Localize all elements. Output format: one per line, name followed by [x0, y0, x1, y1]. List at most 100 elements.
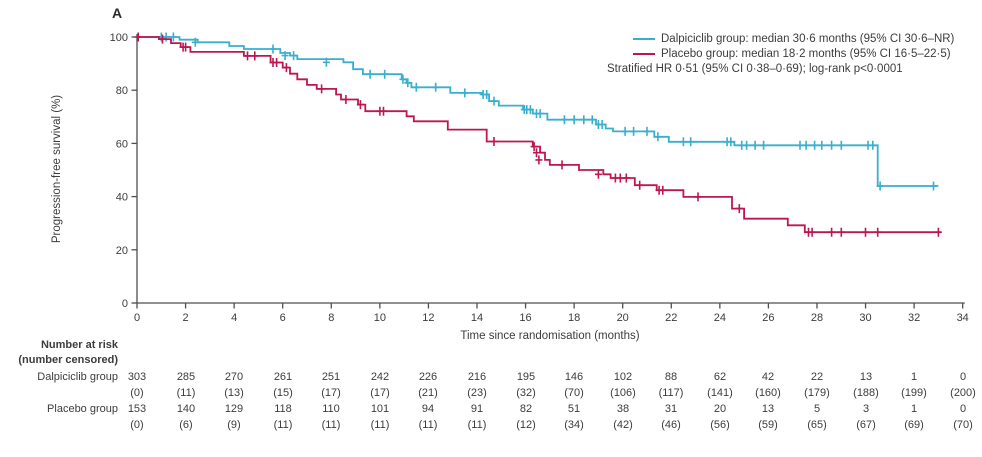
at-risk-value: 146	[564, 371, 584, 383]
at-risk-value: 0	[959, 371, 967, 383]
censored-value: (0)	[130, 387, 144, 399]
censored-value: (11)	[418, 419, 438, 431]
legend-label-dalpiciclib: Dalpiciclib group: median 30·6 months (9…	[661, 32, 955, 45]
censored-value: (12)	[516, 419, 536, 431]
censored-value: (21)	[418, 387, 438, 399]
x-tick-label: 18	[568, 312, 580, 324]
at-risk-value: 51	[567, 403, 581, 415]
at-risk-value: 285	[176, 371, 196, 383]
y-tick-label: 40	[116, 192, 128, 204]
y-tick-label: 0	[122, 298, 128, 310]
censored-value: (199)	[901, 387, 927, 399]
hr-logrank-text: Stratified HR 0·51 (95% CI 0·38–0·69); l…	[607, 62, 903, 75]
x-axis-title: Time since randomisation (months)	[460, 330, 640, 342]
censored-value: (69)	[904, 419, 924, 431]
x-tick-label: 10	[374, 312, 386, 324]
x-tick-label: 28	[811, 312, 823, 324]
censored-value: (117)	[658, 387, 684, 399]
censored-value: (11)	[273, 419, 293, 431]
censored-value: (70)	[953, 419, 973, 431]
panel-label: A	[112, 5, 123, 21]
censored-value: (200)	[950, 387, 976, 399]
at-risk-value: 0	[959, 403, 967, 415]
legend-label-placebo: Placebo group: median 18·2 months (95% C…	[661, 47, 951, 60]
censored-value: (34)	[564, 419, 584, 431]
censored-value: (11)	[321, 419, 341, 431]
censored-value: (56)	[710, 419, 730, 431]
at-risk-value: 62	[713, 371, 727, 383]
censored-value: (13)	[224, 387, 244, 399]
censored-value: (70)	[564, 387, 584, 399]
at-risk-value: 1	[910, 371, 918, 383]
at-risk-value: 153	[127, 403, 147, 415]
censored-value: (67)	[856, 419, 876, 431]
at-risk-value: 118	[274, 403, 292, 415]
at-risk-value: 22	[810, 371, 824, 383]
placebo-line-swatch	[633, 52, 655, 55]
legend-item-dalpiciclib: Dalpiciclib group: median 30·6 months (9…	[633, 31, 954, 46]
x-tick-label: 16	[519, 312, 531, 324]
at-risk-value: 20	[713, 403, 727, 415]
censored-value: (42)	[613, 419, 633, 431]
legend-item-placebo: Placebo group: median 18·2 months (95% C…	[633, 46, 951, 61]
censored-value: (179)	[804, 387, 830, 399]
risk-row-label-placebo: Placebo group	[47, 403, 118, 415]
legend-stats-note: Stratified HR 0·51 (95% CI 0·38–0·69); l…	[607, 61, 903, 76]
at-risk-value: 242	[370, 371, 390, 383]
at-risk-value: 13	[761, 403, 775, 415]
x-tick-label: 22	[665, 312, 677, 324]
y-tick-label: 80	[116, 85, 128, 97]
at-risk-value: 129	[224, 403, 244, 415]
at-risk-value: 31	[664, 403, 678, 415]
censored-value: (11)	[467, 419, 487, 431]
x-tick-label: 24	[714, 312, 726, 324]
risk-table-subtitle: (number censored)	[18, 354, 118, 366]
at-risk-value: 102	[613, 371, 633, 383]
y-tick-label: 100	[110, 32, 128, 44]
x-tick-label: 20	[617, 312, 629, 324]
censored-value: (0)	[130, 419, 144, 431]
at-risk-value: 270	[224, 371, 244, 383]
x-tick-label: 8	[328, 312, 334, 324]
censored-value: (11)	[370, 419, 390, 431]
dalpiciclib-line-swatch	[633, 37, 655, 40]
censored-value: (15)	[273, 387, 293, 399]
y-tick-label: 60	[116, 138, 128, 150]
censored-value: (11)	[176, 387, 196, 399]
placebo-curve	[137, 36, 941, 234]
x-tick-label: 14	[471, 312, 483, 324]
at-risk-value: 42	[761, 371, 775, 383]
at-risk-value: 303	[127, 371, 147, 383]
x-tick-label: 0	[134, 312, 140, 324]
at-risk-value: 140	[176, 403, 196, 415]
censored-value: (46)	[661, 419, 681, 431]
at-risk-value: 82	[519, 403, 533, 415]
at-risk-value: 91	[470, 403, 484, 415]
x-tick-label: 30	[859, 312, 871, 324]
at-risk-value: 38	[616, 403, 630, 415]
placebo-censor-marks	[134, 32, 942, 237]
at-risk-value: 13	[859, 371, 873, 383]
at-risk-value: 1	[910, 403, 918, 415]
censored-value: (17)	[370, 387, 390, 399]
censored-value: (6)	[179, 419, 193, 431]
x-tick-label: 34	[957, 312, 969, 324]
censored-value: (106)	[610, 387, 636, 399]
censored-value: (141)	[707, 387, 733, 399]
at-risk-value: 94	[421, 403, 435, 415]
at-risk-value: 195	[516, 371, 536, 383]
dalpiciclib-censor-marks	[157, 32, 937, 191]
y-tick-label: 20	[116, 245, 128, 257]
at-risk-value: 251	[321, 371, 341, 383]
censored-value: (32)	[516, 387, 536, 399]
at-risk-value: 3	[862, 403, 870, 415]
x-tick-label: 12	[422, 312, 434, 324]
risk-table-title: Number at risk	[40, 339, 118, 351]
censored-value: (188)	[853, 387, 879, 399]
risk-row-label-dalpiciclib: Dalpiciclib group	[37, 371, 118, 383]
censored-value: (9)	[227, 419, 241, 431]
at-risk-value: 5	[813, 403, 821, 415]
dalpiciclib-curve	[137, 36, 939, 187]
